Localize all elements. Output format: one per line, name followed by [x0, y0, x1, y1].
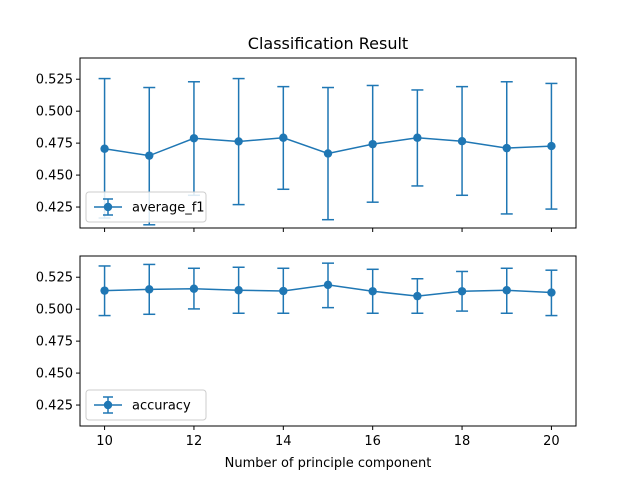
data-point — [189, 284, 199, 293]
data-point — [547, 141, 556, 151]
y-tick-label: 0.500 — [36, 303, 73, 318]
data-point — [457, 137, 467, 146]
data-point — [279, 286, 288, 296]
series-accuracy — [98, 262, 558, 317]
legend: average_f1 — [85, 191, 207, 223]
x-axis-label: Number of principle component — [225, 456, 432, 471]
panel-1: 0.425 0.450 0.475 0.500 0.525 average_f1 — [36, 57, 577, 232]
data-point — [234, 286, 243, 295]
data-point — [145, 151, 154, 160]
legend-box — [85, 191, 207, 223]
x-tick-label: 16 — [364, 434, 381, 449]
data-point — [413, 133, 422, 142]
data-point — [413, 291, 422, 301]
data-point — [145, 285, 154, 294]
data-point — [279, 133, 288, 142]
y-tick-label: 0.425 — [36, 399, 73, 414]
y-tick-label: 0.500 — [36, 105, 73, 120]
data-point — [323, 149, 333, 158]
chart-title: Classification Result — [248, 34, 408, 53]
data-point — [502, 143, 511, 153]
y-tick-label: 0.475 — [36, 137, 73, 152]
legend-marker — [103, 202, 113, 212]
x-tick-label: 20 — [543, 434, 560, 449]
data-point — [502, 286, 511, 295]
data-point — [547, 288, 556, 297]
x-tick-label: 10 — [96, 434, 113, 449]
legend-box — [85, 389, 207, 421]
y-tick-label: 0.525 — [36, 73, 73, 88]
data-point — [323, 280, 333, 290]
x-tick-label: 18 — [454, 434, 471, 449]
y-tick-label: 0.475 — [36, 335, 73, 350]
data-point — [234, 137, 243, 146]
x-tick-label: 14 — [275, 434, 292, 449]
y-tick-label: 0.525 — [36, 271, 73, 286]
data-point — [457, 287, 467, 296]
data-point — [368, 139, 377, 149]
data-point — [100, 144, 109, 153]
legend-label: accuracy — [132, 399, 191, 414]
y-tick-label: 0.425 — [36, 201, 73, 216]
legend-label: average_f1 — [132, 201, 205, 216]
data-point — [368, 287, 377, 296]
y-tick-label: 0.450 — [36, 169, 73, 184]
legend-marker — [103, 400, 113, 410]
data-point — [189, 134, 199, 143]
x-tick-label: 12 — [186, 434, 203, 449]
legend: accuracy — [85, 389, 207, 421]
panel-2: 0.425 0.450 0.475 0.500 0.525 10 12 14 16 18 20 acc… — [36, 255, 577, 449]
y-tick-label: 0.450 — [36, 367, 73, 382]
data-point — [100, 286, 109, 295]
